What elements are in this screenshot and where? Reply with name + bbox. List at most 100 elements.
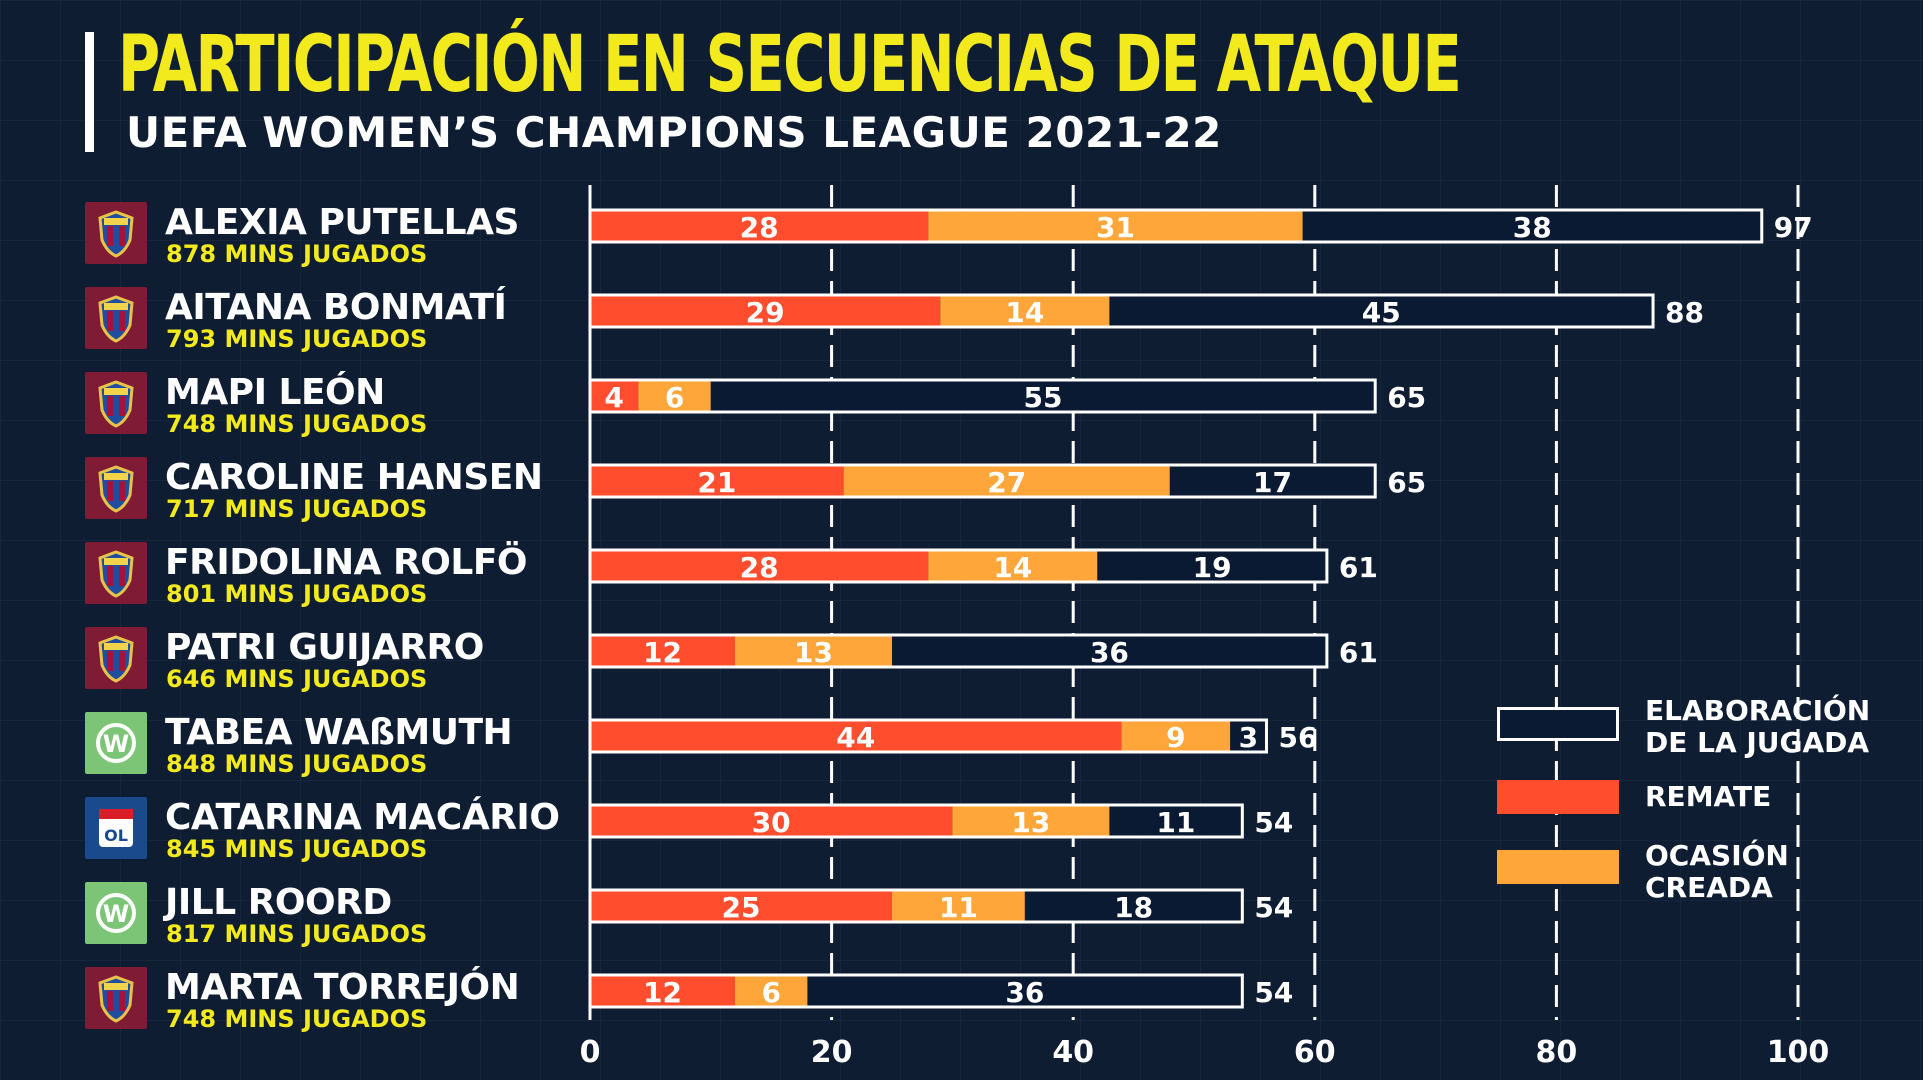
bar-value-label: 36 — [1005, 976, 1044, 1009]
player-name: ALEXIA PUTELLAS — [165, 202, 519, 243]
bar-segment-remate — [590, 805, 953, 837]
bar-value-label: 3 — [1239, 721, 1258, 754]
bar-value-label: 13 — [1011, 806, 1050, 839]
bar-segment-ocasion — [734, 975, 808, 1007]
player-minutes: 848 MINS JUGADOS — [166, 750, 428, 778]
bar-segment-ocasion — [734, 635, 892, 667]
bar-value-label: 12 — [643, 976, 682, 1009]
bar-segment-elaboracion — [1097, 550, 1327, 582]
bar-segment-remate — [590, 465, 844, 497]
x-tick-label: 100 — [1767, 1035, 1830, 1070]
bar-outline — [588, 463, 1377, 499]
bar-total-label: 97 — [1774, 211, 1813, 244]
bar-outline — [588, 803, 1244, 839]
player-name: JILL ROORD — [165, 882, 392, 923]
player-name: PATRI GUIJARRO — [165, 627, 484, 668]
bar-segment-ocasion — [928, 210, 1303, 242]
player-name: TABEA WAßMUTH — [165, 712, 513, 753]
fc-barcelona-crest-icon — [85, 372, 147, 434]
bar-value-label: 6 — [761, 976, 780, 1009]
bar-segment-ocasion — [1121, 720, 1231, 752]
bar-outline — [588, 718, 1268, 754]
bar-outline — [588, 378, 1377, 414]
chart-subtitle: UEFA WOMEN’S CHAMPIONS LEAGUE 2021-22 — [126, 108, 1222, 157]
x-tick-label: 0 — [580, 1035, 601, 1070]
fc-barcelona-crest-icon — [85, 287, 147, 349]
player-name: MAPI LEÓN — [165, 372, 385, 413]
bar-value-label: 21 — [697, 466, 736, 499]
player-minutes: 717 MINS JUGADOS — [166, 495, 428, 523]
bar-segment-ocasion — [928, 550, 1098, 582]
bar-value-label: 18 — [1114, 891, 1153, 924]
bar-total-label: 88 — [1665, 296, 1704, 329]
bar-segment-elaboracion — [892, 635, 1327, 667]
bar-value-label: 17 — [1253, 466, 1292, 499]
vfl-wolfsburg-crest-icon: W — [85, 712, 147, 774]
svg-text:OL: OL — [104, 826, 128, 845]
bar-value-label: 11 — [1156, 806, 1195, 839]
legend-swatch-elaboracion — [1497, 707, 1619, 741]
bar-total-label: 54 — [1254, 976, 1293, 1009]
legend-label-ocasion: OCASIÓN CREADA — [1645, 839, 1789, 904]
fc-barcelona-crest-icon — [85, 202, 147, 264]
bar-segment-ocasion — [952, 805, 1110, 837]
bar-segment-elaboracion — [807, 975, 1243, 1007]
bar-total-label: 54 — [1254, 891, 1293, 924]
fc-barcelona-crest-icon — [85, 967, 147, 1029]
bar-outline — [588, 208, 1764, 244]
x-tick-label: 60 — [1294, 1035, 1336, 1070]
bar-segment-elaboracion — [710, 380, 1376, 412]
bar-segment-elaboracion — [1169, 465, 1376, 497]
player-minutes: 817 MINS JUGADOS — [166, 920, 428, 948]
bar-segment-remate — [590, 550, 929, 582]
bar-segment-remate — [590, 720, 1122, 752]
player-minutes: 646 MINS JUGADOS — [166, 665, 428, 693]
bar-segment-ocasion — [892, 890, 1025, 922]
bar-value-label: 9 — [1166, 721, 1185, 754]
bar-outline — [588, 548, 1329, 584]
bar-segment-ocasion — [638, 380, 711, 412]
bar-outline — [588, 888, 1244, 924]
bar-value-label: 25 — [722, 891, 761, 924]
bar-value-label: 36 — [1090, 636, 1129, 669]
bar-value-label: 38 — [1513, 211, 1552, 244]
bar-segment-remate — [590, 380, 639, 412]
bar-total-label: 61 — [1339, 551, 1378, 584]
bar-value-label: 14 — [993, 551, 1032, 584]
bar-segment-elaboracion — [1109, 805, 1243, 837]
bar-value-label: 12 — [643, 636, 682, 669]
x-tick-label: 40 — [1052, 1035, 1094, 1070]
bar-outline — [588, 973, 1244, 1009]
bar-value-label: 31 — [1096, 211, 1135, 244]
bar-total-label: 61 — [1339, 636, 1378, 669]
legend-swatch-ocasion — [1497, 850, 1619, 884]
bar-outline — [588, 293, 1655, 329]
bar-segment-ocasion — [940, 295, 1110, 327]
title-accent-bar — [85, 32, 94, 152]
bar-total-label: 65 — [1387, 381, 1426, 414]
fc-barcelona-crest-icon — [85, 627, 147, 689]
player-name: AITANA BONMATÍ — [165, 287, 507, 328]
bar-total-label: 54 — [1254, 806, 1293, 839]
player-minutes: 748 MINS JUGADOS — [166, 1005, 428, 1033]
bar-value-label: 14 — [1005, 296, 1044, 329]
bar-value-label: 55 — [1024, 381, 1063, 414]
bar-value-label: 29 — [746, 296, 785, 329]
player-minutes: 845 MINS JUGADOS — [166, 835, 428, 863]
player-name: CATARINA MACÁRIO — [165, 797, 560, 838]
x-tick-label: 20 — [811, 1035, 853, 1070]
vfl-wolfsburg-crest-icon: W — [85, 882, 147, 944]
bar-value-label: 19 — [1193, 551, 1232, 584]
bar-value-label: 4 — [604, 381, 623, 414]
bar-value-label: 45 — [1362, 296, 1401, 329]
bar-segment-elaboracion — [1024, 890, 1243, 922]
bar-segment-elaboracion — [1109, 295, 1654, 327]
bar-value-label: 13 — [794, 636, 833, 669]
bar-value-label: 44 — [836, 721, 875, 754]
x-tick-label: 80 — [1536, 1035, 1578, 1070]
bar-segment-remate — [590, 975, 735, 1007]
bar-segment-elaboracion — [1302, 210, 1762, 242]
olympique-lyonnais-crest-icon: OL — [85, 797, 147, 859]
bar-total-label: 65 — [1387, 466, 1426, 499]
